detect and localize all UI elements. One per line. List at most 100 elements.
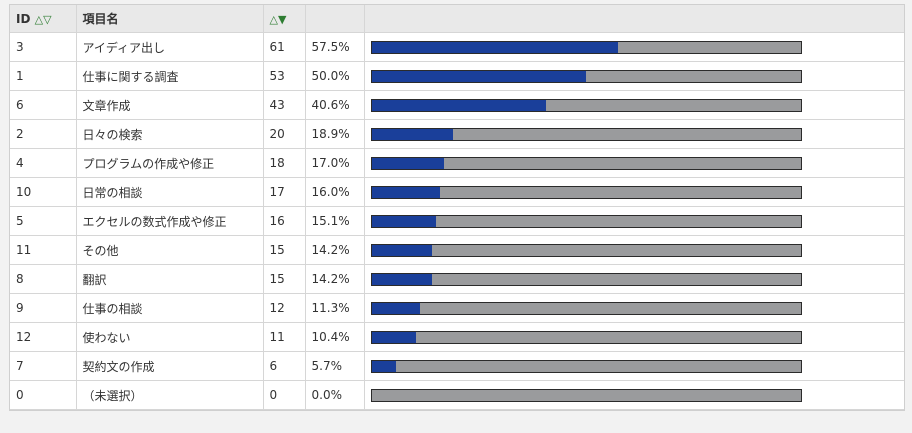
row-name: 文章作成 <box>76 90 264 120</box>
row-percent: 11.3% <box>305 293 365 323</box>
row-id-value: 6 <box>16 98 24 112</box>
row-name-value: その他 <box>82 243 119 258</box>
row-percent: 18.9% <box>305 119 365 149</box>
row-count: 43 <box>263 90 306 120</box>
table-row: 7 契約文の作成 6 5.7% <box>10 351 904 381</box>
row-name: 日々の検索 <box>76 119 264 149</box>
progress-bar <box>370 272 802 286</box>
table-header-row: ID △▽ 項目名 △▼ <box>10 5 904 33</box>
row-percent-value: 50.0% <box>311 69 350 83</box>
row-percent-value: 5.7% <box>311 359 343 373</box>
row-name-value: 仕事の相談 <box>82 301 143 316</box>
results-table: ID △▽ 項目名 △▼ 3 アイディア出し 61 57.5% 1 仕事に関する調査 53 5… <box>10 5 904 410</box>
row-id: 9 <box>10 293 77 323</box>
row-name: 使わない <box>76 322 264 352</box>
table-row: 10 日常の相談 17 16.0% <box>10 177 904 207</box>
progress-bar <box>370 98 802 112</box>
row-count: 20 <box>263 119 306 149</box>
row-percent-value: 14.2% <box>311 272 350 286</box>
row-name-value: 日々の検索 <box>82 127 143 142</box>
table-row: 1 仕事に関する調査 53 50.0% <box>10 61 904 91</box>
row-percent: 10.4% <box>305 322 365 352</box>
row-name-value: 契約文の作成 <box>82 359 155 374</box>
row-name: その他 <box>76 235 264 265</box>
table-row: 12 使わない 11 10.4% <box>10 322 904 352</box>
row-id-value: 4 <box>16 156 24 170</box>
name-header-label: 項目名 <box>82 12 119 26</box>
row-bar-cell <box>364 264 904 294</box>
row-count-value: 20 <box>269 127 285 141</box>
table-row: 0 （未選択） 0 0.0% <box>10 380 904 410</box>
progress-bar-fill <box>371 186 441 198</box>
row-bar-cell <box>364 322 904 352</box>
row-count-value: 61 <box>269 40 285 54</box>
row-count: 15 <box>263 264 306 294</box>
row-percent: 17.0% <box>305 148 365 178</box>
row-id-value: 12 <box>16 330 32 344</box>
table-row: 5 エクセルの数式作成や修正 16 15.1% <box>10 206 904 236</box>
row-name-value: プログラムの作成や修正 <box>82 156 215 171</box>
row-count: 0 <box>263 380 306 410</box>
row-id: 11 <box>10 235 77 265</box>
count-sort-icon[interactable]: △▼ <box>270 13 287 26</box>
row-name-value: 使わない <box>82 330 131 345</box>
row-count-value: 15 <box>269 243 285 257</box>
row-id-value: 1 <box>16 69 24 83</box>
row-name: （未選択） <box>76 380 264 410</box>
row-percent-value: 18.9% <box>311 127 350 141</box>
row-count-value: 18 <box>269 156 285 170</box>
progress-bar-fill <box>371 157 445 169</box>
row-percent: 5.7% <box>305 351 365 381</box>
row-count-value: 12 <box>269 301 285 315</box>
row-id-value: 5 <box>16 214 24 228</box>
row-bar-cell <box>364 32 904 62</box>
row-percent-value: 10.4% <box>311 330 350 344</box>
row-percent-value: 40.6% <box>311 98 350 112</box>
row-count: 15 <box>263 235 306 265</box>
row-id-value: 2 <box>16 127 24 141</box>
column-header-count: △▼ <box>263 5 306 33</box>
row-bar-cell <box>364 351 904 381</box>
row-name: 日常の相談 <box>76 177 264 207</box>
row-bar-cell <box>364 293 904 323</box>
progress-bar-fill <box>371 302 420 314</box>
column-header-percent <box>305 5 365 33</box>
row-name-value: 文章作成 <box>82 98 131 113</box>
row-id-value: 8 <box>16 272 24 286</box>
progress-bar <box>370 330 802 344</box>
row-count-value: 53 <box>269 69 285 83</box>
progress-bar-fill <box>371 273 433 285</box>
id-sort-icon[interactable]: △▽ <box>34 12 52 26</box>
progress-bar <box>370 185 802 199</box>
row-count: 17 <box>263 177 306 207</box>
table-row: 11 その他 15 14.2% <box>10 235 904 265</box>
row-percent-value: 11.3% <box>311 301 350 315</box>
row-id-value: 3 <box>16 40 24 54</box>
row-count-value: 0 <box>269 388 278 402</box>
row-name-value: 仕事に関する調査 <box>82 69 179 84</box>
results-table-panel: ID △▽ 項目名 △▼ 3 アイディア出し 61 57.5% 1 仕事に関する調査 53 5… <box>9 4 905 411</box>
row-count: 53 <box>263 61 306 91</box>
sort-up-icon[interactable]: △ <box>269 12 278 26</box>
row-percent: 14.2% <box>305 264 365 294</box>
progress-bar-fill <box>371 128 453 140</box>
table-row: 6 文章作成 43 40.6% <box>10 90 904 120</box>
progress-bar-fill <box>371 215 437 227</box>
row-id-value: 7 <box>16 359 24 373</box>
progress-bar-fill <box>371 41 619 53</box>
row-name: プログラムの作成や修正 <box>76 148 264 178</box>
row-count-value: 43 <box>269 98 285 112</box>
table-body: 3 アイディア出し 61 57.5% 1 仕事に関する調査 53 50.0% 6 文章作成 43 40… <box>10 32 904 410</box>
sort-down-icon[interactable]: ▼ <box>277 12 287 26</box>
row-id: 5 <box>10 206 77 236</box>
row-id: 2 <box>10 119 77 149</box>
row-count: 61 <box>263 32 306 62</box>
progress-bar-fill <box>371 99 546 111</box>
row-bar-cell <box>364 177 904 207</box>
row-id: 0 <box>10 380 77 410</box>
column-header-name: 項目名 <box>76 5 264 33</box>
row-name: 仕事に関する調査 <box>76 61 264 91</box>
row-count: 12 <box>263 293 306 323</box>
row-count-value: 16 <box>269 214 285 228</box>
row-count: 16 <box>263 206 306 236</box>
